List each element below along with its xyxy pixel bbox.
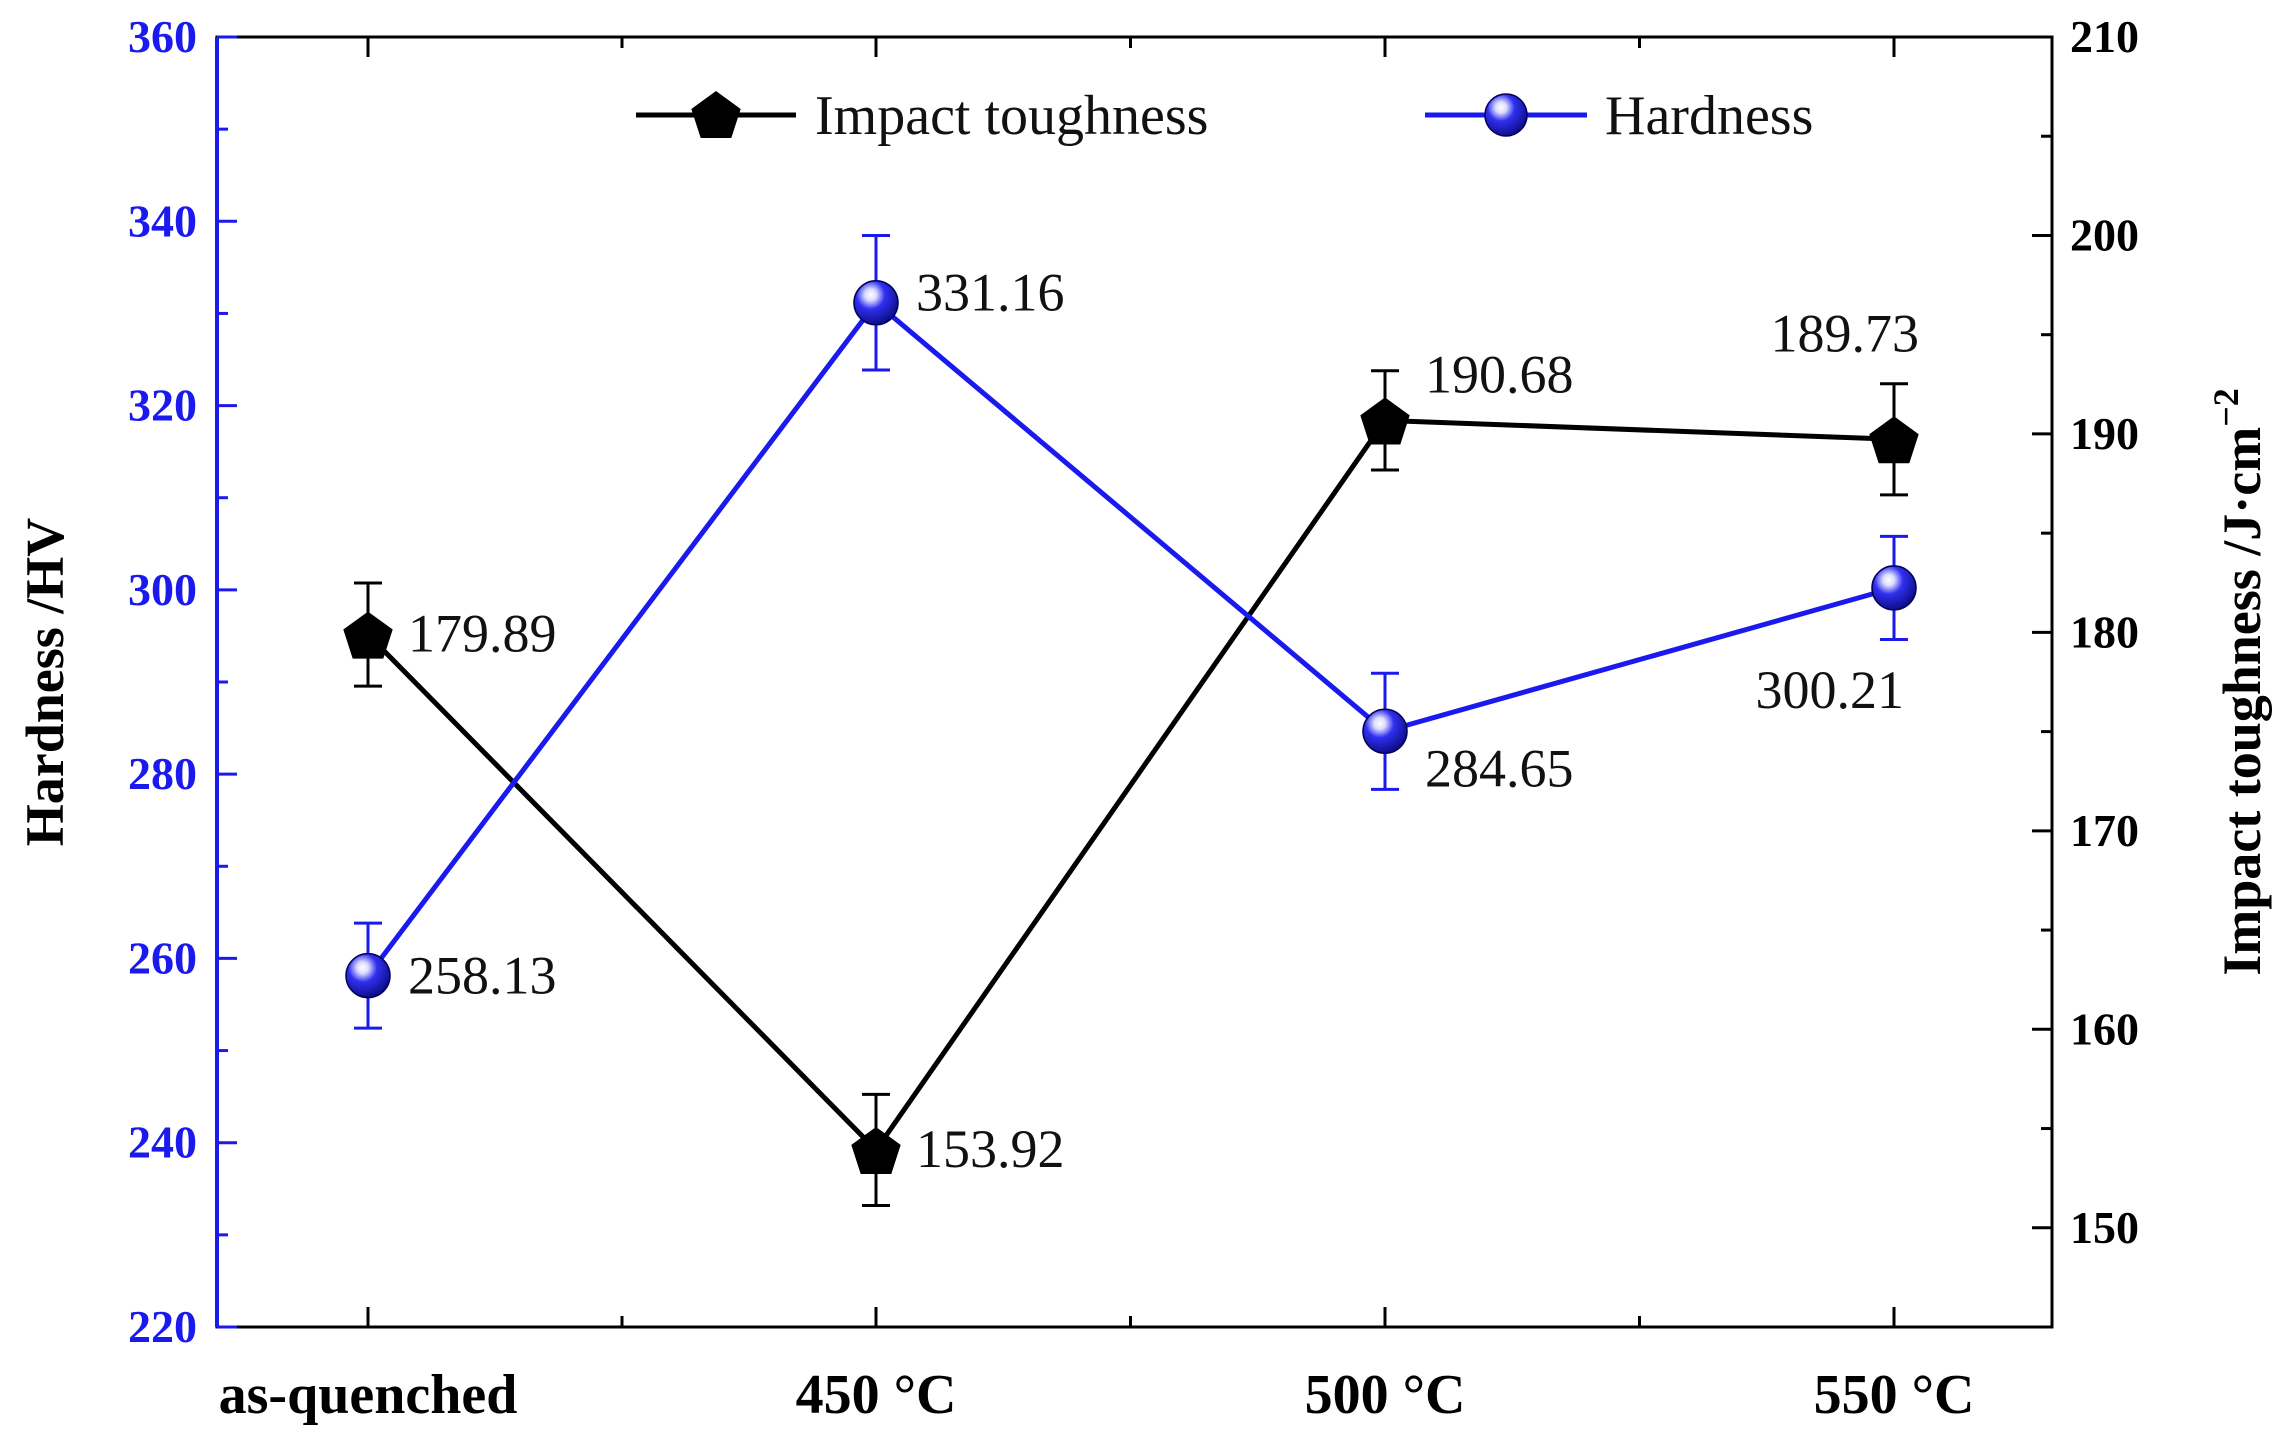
error-bars: [354, 233, 1908, 1208]
right-axis-title-main: Impact toughness /J·cm: [2212, 427, 2272, 976]
hardness-series-line: [366, 300, 1895, 978]
hardness-data-label: 300.21: [1756, 660, 1905, 720]
hardness-data-point: [345, 952, 391, 999]
right-tick-label: 200: [2070, 209, 2139, 260]
legend-hardness-label: Hardness: [1605, 85, 1813, 147]
left-axis-title: Hardness /HV: [15, 518, 75, 847]
impact-data-point: [1869, 416, 1919, 464]
legend: Impact toughness Hardness: [636, 85, 1813, 147]
series-lines: [366, 300, 1895, 1153]
x-tick-label: 450 °C: [796, 1364, 957, 1426]
hardness-data-point: [1362, 708, 1408, 755]
hardness-data-label: 258.13: [408, 946, 557, 1006]
axis-ticks: 220 240 260 280 300 320 340 360 150 160 170 180 190 2…: [128, 11, 2139, 1426]
right-tick-label: 150: [2070, 1202, 2139, 1253]
series-markers: [343, 279, 1919, 1174]
impact-data-point: [343, 611, 393, 659]
legend-impact-label: Impact toughness: [815, 85, 1208, 147]
left-tick-label: 220: [128, 1301, 197, 1352]
right-tick-label: 180: [2070, 606, 2139, 657]
left-tick-label: 260: [128, 932, 197, 983]
left-tick-label: 300: [128, 564, 197, 615]
hardness-data-point: [853, 279, 899, 326]
right-tick-label: 160: [2070, 1003, 2139, 1054]
impact-data-label: 190.68: [1425, 344, 1574, 404]
left-tick-label: 360: [128, 11, 197, 62]
hardness-data-label: 284.65: [1425, 738, 1574, 798]
legend-impact-marker: [691, 91, 741, 138]
right-tick-label: 170: [2070, 805, 2139, 856]
hardness-data-point: [1871, 565, 1917, 611]
x-tick-label: 500 °C: [1305, 1364, 1466, 1426]
legend-hardness-marker: [1484, 93, 1528, 137]
impact-series-line: [366, 417, 1895, 1153]
impact-data-point: [851, 1127, 901, 1174]
data-labels: 179.89 153.92 190.68 189.73 258.13 331.16 284.…: [408, 263, 1919, 1179]
right-axis-title: Impact toughness /J·cm−2: [2206, 388, 2272, 976]
x-tick-label: 550 °C: [1814, 1364, 1975, 1426]
x-tick-label: as-quenched: [219, 1364, 518, 1426]
left-tick-label: 340: [128, 195, 197, 246]
right-tick-label: 190: [2070, 408, 2139, 459]
impact-data-point: [1360, 397, 1410, 445]
right-tick-label: 210: [2070, 11, 2139, 62]
left-tick-label: 280: [128, 748, 197, 799]
impact-data-label: 179.89: [408, 604, 557, 664]
hardness-data-label: 331.16: [916, 263, 1065, 323]
impact-data-label: 153.92: [916, 1119, 1065, 1179]
left-tick-label: 240: [128, 1117, 197, 1168]
right-axis-title-superscript: −2: [2206, 388, 2246, 427]
impact-data-label: 189.73: [1771, 303, 1920, 363]
left-tick-label: 320: [128, 380, 197, 431]
